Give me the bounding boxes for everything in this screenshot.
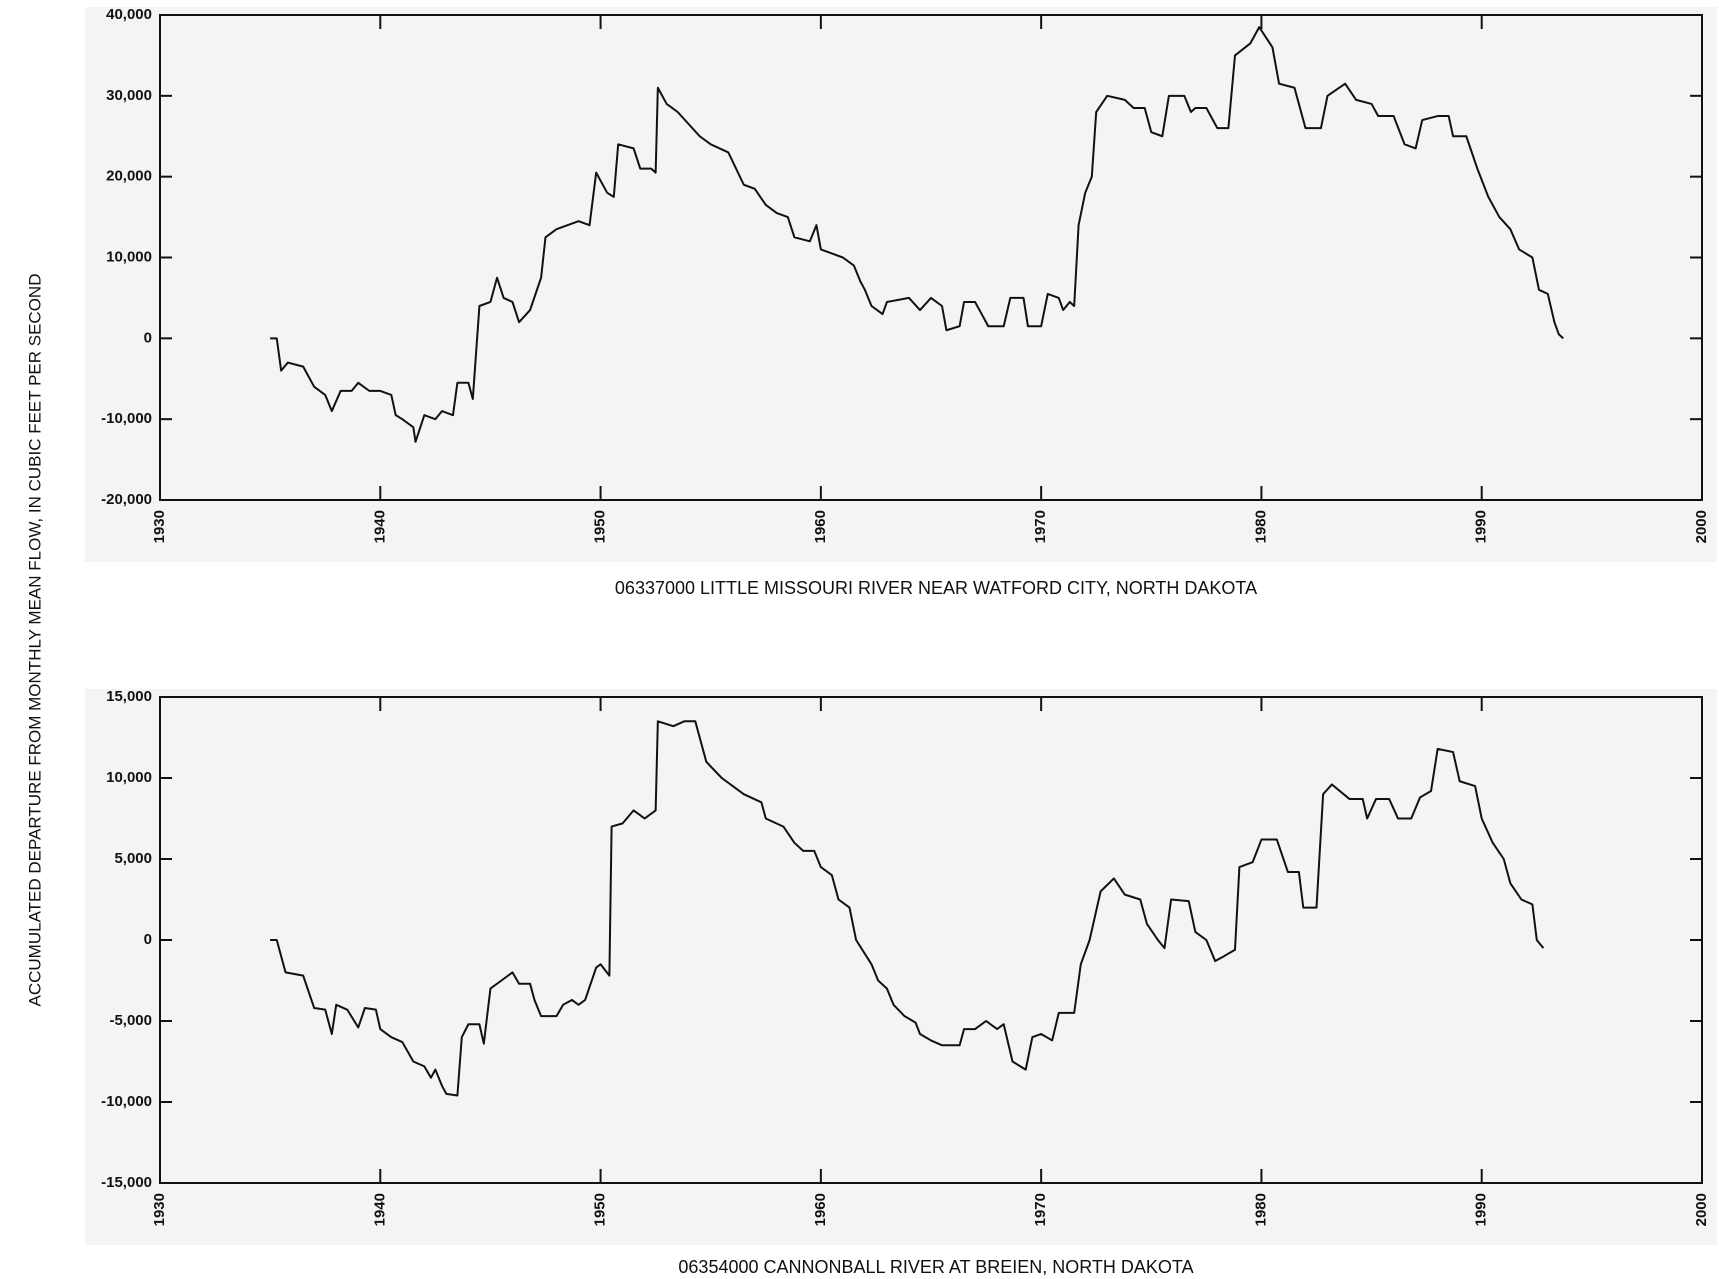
plot-background: [85, 7, 1717, 562]
y-tick-label: -15,000: [101, 1174, 152, 1191]
y-tick-label: 0: [144, 931, 152, 948]
x-tick-label: 1970: [1032, 510, 1049, 543]
y-tick-label: 30,000: [106, 87, 152, 104]
x-tick-label: 1990: [1473, 1193, 1490, 1226]
x-tick-label: 1960: [812, 1193, 829, 1226]
y-tick-label: 15,000: [106, 688, 152, 705]
x-tick-label: 1980: [1252, 510, 1269, 543]
x-tick-label: 1960: [812, 510, 829, 543]
chart-title: 06337000 LITTLE MISSOURI RIVER NEAR WATF…: [615, 578, 1257, 598]
y-tick-label: -10,000: [101, 410, 152, 427]
y-tick-label: -5,000: [109, 1012, 152, 1029]
x-tick-label: 2000: [1693, 1193, 1710, 1226]
y-tick-label: -10,000: [101, 1093, 152, 1110]
x-tick-label: 1980: [1252, 1193, 1269, 1226]
x-tick-label: 2000: [1693, 510, 1710, 543]
y-tick-label: 5,000: [114, 850, 152, 867]
x-tick-label: 1990: [1473, 510, 1490, 543]
y-tick-label: 20,000: [106, 168, 152, 185]
y-tick-label: 10,000: [106, 769, 152, 786]
x-tick-label: 1950: [592, 1193, 609, 1226]
data-line: [270, 720, 1545, 1097]
data-line: [270, 26, 1564, 443]
y-tick-label: -20,000: [101, 491, 152, 508]
x-tick-label: 1940: [371, 1193, 388, 1226]
chart-title: 06354000 CANNONBALL RIVER AT BREIEN, NOR…: [678, 1257, 1193, 1277]
y-axis-label: ACCUMULATED DEPARTURE FROM MONTHLY MEAN …: [25, 274, 44, 1007]
x-tick-label: 1940: [371, 510, 388, 543]
y-tick-label: 40,000: [106, 6, 152, 23]
plot-background: [85, 689, 1717, 1245]
y-tick-label: 0: [144, 329, 152, 346]
x-tick-label: 1970: [1032, 1193, 1049, 1226]
x-tick-label: 1930: [151, 1193, 168, 1226]
y-tick-label: 10,000: [106, 248, 152, 265]
x-tick-label: 1930: [151, 510, 168, 543]
x-tick-label: 1950: [592, 510, 609, 543]
